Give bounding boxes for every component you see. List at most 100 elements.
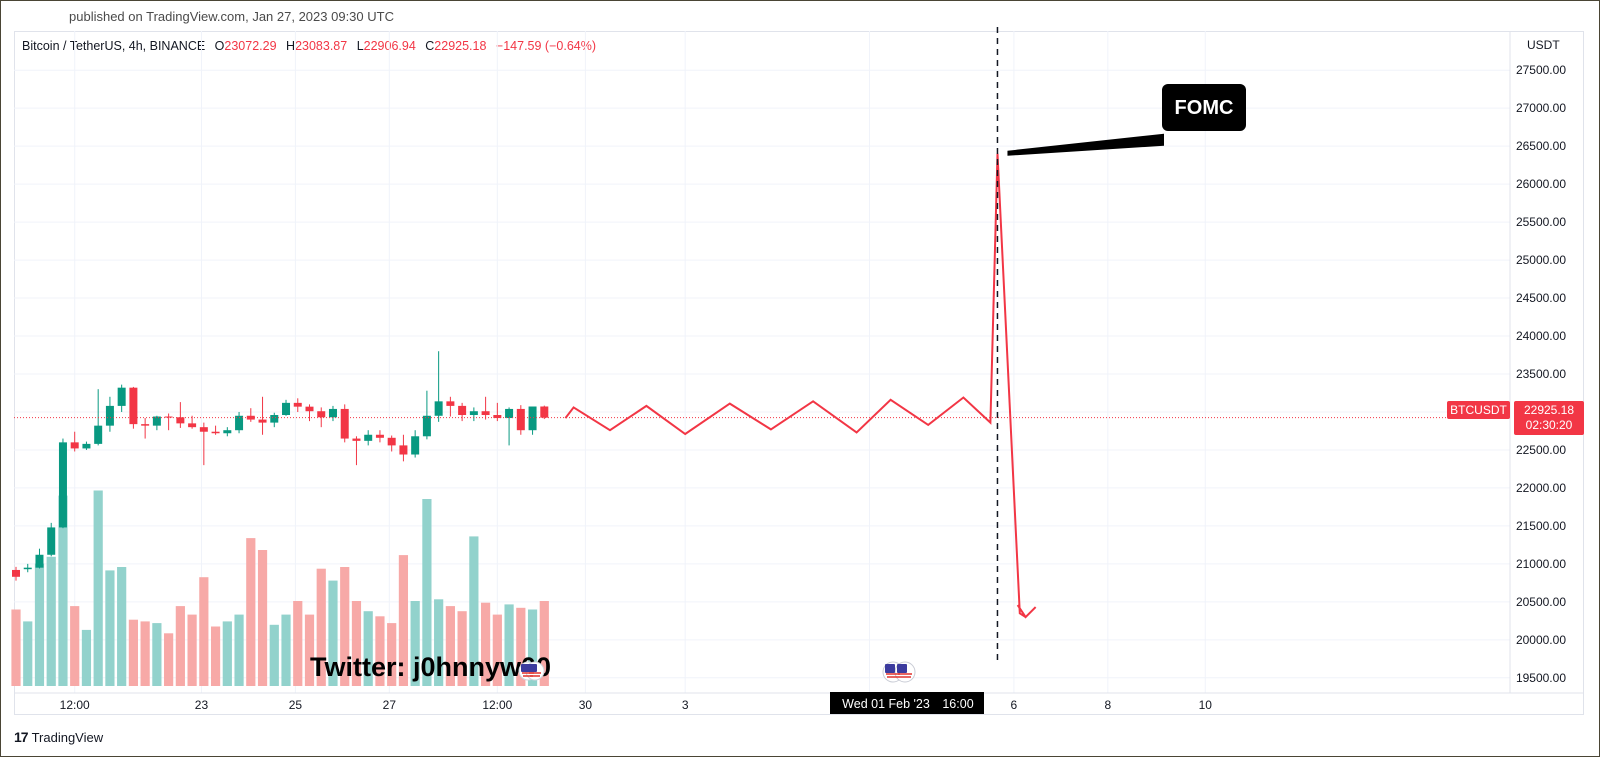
volume-bar [387, 623, 397, 686]
low-label: L [356, 39, 364, 53]
time-tick-label: 3 [682, 698, 689, 712]
footer-brand[interactable]: 17 TradingView [14, 729, 103, 745]
symbol-title[interactable]: Bitcoin / TetherUS, 4h, BINANCE [22, 39, 206, 53]
candle-body [505, 408, 514, 419]
candle-body [528, 406, 537, 431]
price-tick-label: 26000.00 [1516, 177, 1566, 191]
open-label: O [214, 39, 225, 53]
volume-bar [117, 567, 127, 686]
price-tick-label: 19500.00 [1516, 671, 1566, 685]
volume-bar [23, 621, 33, 686]
flag-canton [897, 664, 907, 673]
high-value: 23083.87 [295, 39, 348, 53]
volume-bar [445, 606, 455, 686]
fomc-callout-label: FOMC [1175, 97, 1234, 119]
volume-bar [269, 624, 279, 686]
candle-body [188, 423, 197, 428]
projection-path [564, 153, 1027, 618]
crosshair-date: Wed 01 Feb '23 [842, 697, 930, 711]
candle-body [375, 434, 384, 438]
candle-body [70, 442, 79, 449]
candle-body [47, 527, 56, 555]
volume-bar [363, 611, 373, 686]
candle-body [258, 419, 267, 423]
volume-bar [304, 614, 315, 686]
flag-canton [885, 664, 895, 673]
candle-body [82, 443, 91, 449]
price-tick-label: 22500.00 [1516, 443, 1566, 457]
candle-body [305, 406, 314, 412]
volume-bar [70, 606, 80, 686]
volume-bar [140, 621, 150, 686]
price-axis[interactable]: 19500.00 20000.00 20500.00 21000.00 21500.00… [1516, 63, 1566, 685]
symbol-tag-label: BTCUSDT [1450, 403, 1507, 417]
volume-bar [293, 601, 303, 686]
candle-body [105, 405, 114, 426]
candle-body [12, 569, 20, 577]
chart-panel[interactable] [14, 31, 1584, 715]
candle-body [152, 416, 161, 426]
volume-bar [398, 555, 409, 686]
fomc-callout-pointer [1007, 133, 1164, 156]
volume-bar [164, 633, 174, 686]
volume-bar [234, 614, 244, 686]
candle-body [199, 427, 208, 432]
volume-bar [340, 567, 350, 686]
high-label: H [286, 39, 296, 53]
candle-body [164, 416, 173, 418]
time-tick-label: 10 [1199, 698, 1213, 712]
volume-bar [175, 606, 185, 686]
volume-bar [210, 626, 221, 686]
volume-bar [81, 629, 92, 686]
candle-body [129, 387, 138, 425]
volume-bar [11, 609, 21, 686]
candle-body [422, 415, 431, 437]
time-tick-label: 30 [579, 698, 593, 712]
candle-body [141, 424, 150, 426]
volume-bar [58, 495, 68, 686]
volume-bar [187, 614, 197, 686]
grid-lines [14, 31, 1510, 693]
candle-body [282, 402, 291, 416]
price-tick-label: 24000.00 [1516, 329, 1566, 343]
volume-bar [504, 604, 514, 686]
tradingview-logo-icon: 17 [14, 729, 29, 745]
close-label: C [425, 39, 435, 53]
price-tick-label: 20500.00 [1516, 595, 1566, 609]
volume-bar [199, 577, 209, 686]
volume-bars [11, 490, 549, 686]
volume-bar [481, 602, 491, 686]
candle-body [328, 408, 337, 418]
volume-bar [516, 607, 526, 686]
price-tag-countdown: 02:30:20 [1526, 418, 1573, 432]
economic-event-flags[interactable] [518, 661, 916, 683]
crosshair-time-box [830, 692, 984, 714]
candle-body [176, 417, 185, 424]
candle-body [399, 445, 408, 455]
price-tick-label: 27000.00 [1516, 101, 1566, 115]
currency-label: USDT [1527, 38, 1560, 52]
time-tick-label: 12:00 [482, 698, 512, 712]
price-tick-label: 25000.00 [1516, 253, 1566, 267]
candle-body [293, 402, 302, 407]
change-value: −147.59 (−0.64%) [495, 39, 596, 53]
time-tick-label: 6 [1011, 698, 1018, 712]
price-tick-label: 26500.00 [1516, 139, 1566, 153]
candle-body [493, 415, 502, 419]
volume-bar [46, 556, 56, 686]
volume-bar [469, 536, 479, 686]
symbol-legend: Bitcoin / TetherUS, 4h, BINANCE O23072.2… [22, 39, 596, 53]
candle-body [35, 554, 44, 568]
volume-bar [128, 619, 138, 686]
time-tick-label: 27 [383, 698, 397, 712]
price-tick-label: 27500.00 [1516, 63, 1566, 77]
price-tick-label: 23500.00 [1516, 367, 1566, 381]
volume-bar [152, 623, 162, 686]
candle-body [317, 411, 326, 418]
flag-canton [521, 664, 530, 672]
footer-brand-text: TradingView [31, 729, 104, 745]
volume-bar [105, 570, 115, 686]
candle-body [540, 406, 549, 418]
